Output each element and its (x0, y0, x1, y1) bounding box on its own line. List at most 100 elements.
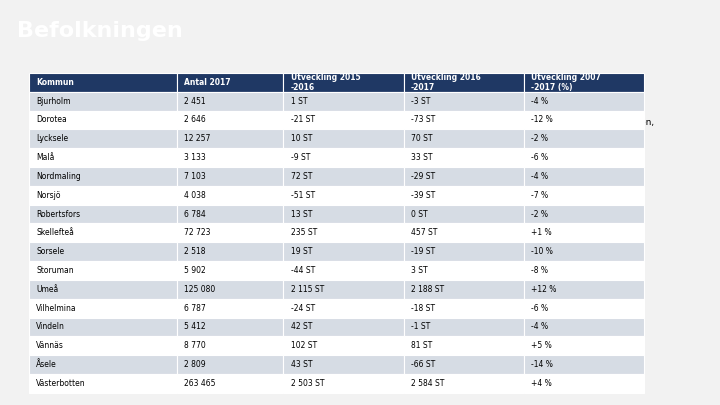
Bar (404, 261, 524, 280)
Bar (524, 111, 644, 129)
Bar (29, 186, 176, 205)
Text: 8 770: 8 770 (184, 341, 206, 350)
Text: 1 ST: 1 ST (291, 97, 307, 106)
Text: 2 584 ST: 2 584 ST (411, 379, 444, 388)
Text: Sorsele: Sorsele (36, 247, 64, 256)
Text: -51 ST: -51 ST (291, 191, 315, 200)
Bar (283, 92, 404, 111)
Text: -14 %: -14 % (531, 360, 553, 369)
Text: -9 ST: -9 ST (291, 153, 310, 162)
Bar (404, 280, 524, 299)
Bar (176, 337, 283, 355)
Bar (283, 318, 404, 337)
Text: 13 ST: 13 ST (291, 209, 312, 219)
Bar (524, 205, 644, 224)
Bar (29, 280, 176, 299)
Text: 33 ST: 33 ST (411, 153, 433, 162)
Text: 2 451: 2 451 (184, 97, 206, 106)
Bar (283, 167, 404, 186)
Text: 2 115 ST: 2 115 ST (291, 285, 324, 294)
Bar (404, 242, 524, 261)
Bar (176, 129, 283, 148)
Text: 70 ST: 70 ST (411, 134, 433, 143)
Text: 81 ST: 81 ST (411, 341, 432, 350)
Text: 2 646: 2 646 (184, 115, 206, 124)
Text: 125 080: 125 080 (184, 285, 215, 294)
Text: 0 ST: 0 ST (411, 209, 428, 219)
Bar (176, 242, 283, 261)
Bar (176, 318, 283, 337)
Text: Robertsfors: Robertsfors (36, 209, 81, 219)
Text: 12 257: 12 257 (184, 134, 210, 143)
Text: -2 %: -2 % (531, 209, 549, 219)
Bar (524, 355, 644, 374)
Bar (524, 129, 644, 148)
Text: 72 723: 72 723 (184, 228, 210, 237)
Text: Norsjö: Norsjö (36, 191, 60, 200)
Text: 10 ST: 10 ST (291, 134, 312, 143)
Text: -12 %: -12 % (531, 115, 553, 124)
Bar (176, 186, 283, 205)
Text: 43 ST: 43 ST (291, 360, 312, 369)
Text: 72 ST: 72 ST (291, 172, 312, 181)
Text: -7 %: -7 % (531, 191, 549, 200)
Text: Utveckling 2016
-2017: Utveckling 2016 -2017 (411, 72, 481, 92)
Bar (29, 205, 176, 224)
Text: -6 %: -6 % (531, 304, 549, 313)
Bar (404, 355, 524, 374)
Bar (283, 111, 404, 129)
Text: Dorotea: Dorotea (36, 115, 67, 124)
Bar (283, 355, 404, 374)
Text: +1 %: +1 % (531, 228, 552, 237)
Bar (29, 374, 176, 393)
Text: Västerbotten: Västerbotten (36, 379, 86, 388)
Bar (524, 318, 644, 337)
Bar (404, 205, 524, 224)
Bar (176, 355, 283, 374)
Text: -1 ST: -1 ST (411, 322, 431, 331)
Text: +4 %: +4 % (531, 379, 552, 388)
Text: Utveckling 2007
-2017 (%): Utveckling 2007 -2017 (%) (531, 72, 601, 92)
Text: 42 ST: 42 ST (291, 322, 312, 331)
Text: 6 784: 6 784 (184, 209, 206, 219)
Text: Bjurholm: Bjurholm (36, 97, 71, 106)
Bar (404, 129, 524, 148)
Text: -4 %: -4 % (531, 172, 549, 181)
Text: -3 ST: -3 ST (411, 97, 431, 106)
Text: 2 809: 2 809 (184, 360, 206, 369)
Bar (524, 337, 644, 355)
Bar (524, 299, 644, 318)
Text: +12 %: +12 % (531, 285, 557, 294)
Text: -2 %: -2 % (531, 134, 549, 143)
Text: 457 ST: 457 ST (411, 228, 438, 237)
Bar (29, 337, 176, 355)
Text: -39 ST: -39 ST (411, 191, 436, 200)
Bar (524, 148, 644, 167)
Text: -4 %: -4 % (531, 97, 549, 106)
Bar (29, 318, 176, 337)
Bar (283, 261, 404, 280)
Text: Befolkningen: Befolkningen (17, 21, 182, 41)
Bar (404, 73, 524, 92)
Text: Utveckling 2015
-2016: Utveckling 2015 -2016 (291, 72, 360, 92)
Bar (524, 374, 644, 393)
Bar (283, 186, 404, 205)
Text: 263 465: 263 465 (184, 379, 215, 388)
Bar (29, 242, 176, 261)
Bar (29, 167, 176, 186)
Bar (283, 73, 404, 92)
Bar (404, 92, 524, 111)
Bar (283, 337, 404, 355)
Text: -66 ST: -66 ST (411, 360, 436, 369)
Text: +5 %: +5 % (531, 341, 552, 350)
Text: 5 412: 5 412 (184, 322, 206, 331)
Bar (283, 242, 404, 261)
Bar (29, 111, 176, 129)
Bar (176, 73, 283, 92)
Bar (524, 261, 644, 280)
Bar (29, 148, 176, 167)
Bar (524, 92, 644, 111)
Bar (283, 148, 404, 167)
Bar (29, 224, 176, 242)
Text: -21 ST: -21 ST (291, 115, 315, 124)
